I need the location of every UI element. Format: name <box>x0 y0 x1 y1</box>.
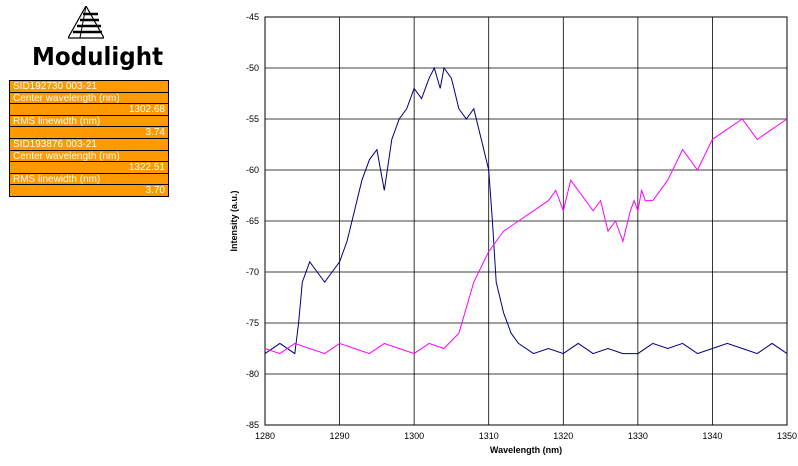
x-tick-label: 1350 <box>777 431 797 441</box>
info-label: SID192730 003-21 <box>10 81 168 93</box>
info-value: 1302.68 <box>10 104 168 116</box>
brand-logo: Modulight <box>20 6 163 76</box>
series-1-line <box>264 66 788 355</box>
x-tick-label: 1290 <box>330 431 350 441</box>
info-label: Center wavelength (nm) <box>10 151 168 163</box>
brand-name: Modulight <box>32 42 164 71</box>
info-label: RMS linewidth (nm) <box>10 174 168 186</box>
info-value: 3.74 <box>10 127 168 139</box>
y-tick-label: -80 <box>246 369 259 379</box>
device-info-table: SID192730 003-21 Center wavelength (nm) 13… <box>9 80 169 197</box>
y-tick-label: -75 <box>246 318 259 328</box>
pyramid-logo-icon <box>68 6 104 39</box>
y-tick-label: -55 <box>246 114 259 124</box>
info-label: Center wavelength (nm) <box>10 93 168 105</box>
x-tick-label: 1340 <box>702 431 722 441</box>
y-tick-label: -45 <box>246 12 259 22</box>
x-tick-label: 1320 <box>553 431 573 441</box>
y-tick-label: -60 <box>246 165 259 175</box>
y-tick-label: -85 <box>246 420 259 430</box>
x-tick-label: 1280 <box>255 431 275 441</box>
info-value: 1322.51 <box>10 162 168 174</box>
x-tick-label: 1330 <box>628 431 648 441</box>
y-tick-label: -50 <box>246 63 259 73</box>
x-tick-label: 1310 <box>479 431 499 441</box>
info-value: 3.70 <box>145 185 165 196</box>
info-label: RMS linewidth (nm) <box>10 116 168 128</box>
series-2-line <box>264 118 788 355</box>
y-axis-label: Intensity (a.u.) <box>229 190 239 251</box>
x-axis-label: Wavelength (nm) <box>490 445 562 455</box>
y-tick-label: -65 <box>246 216 259 226</box>
x-tick-label: 1300 <box>404 431 424 441</box>
info-label: SID193876 003-21 <box>10 139 168 151</box>
y-tick-label: -70 <box>246 267 259 277</box>
